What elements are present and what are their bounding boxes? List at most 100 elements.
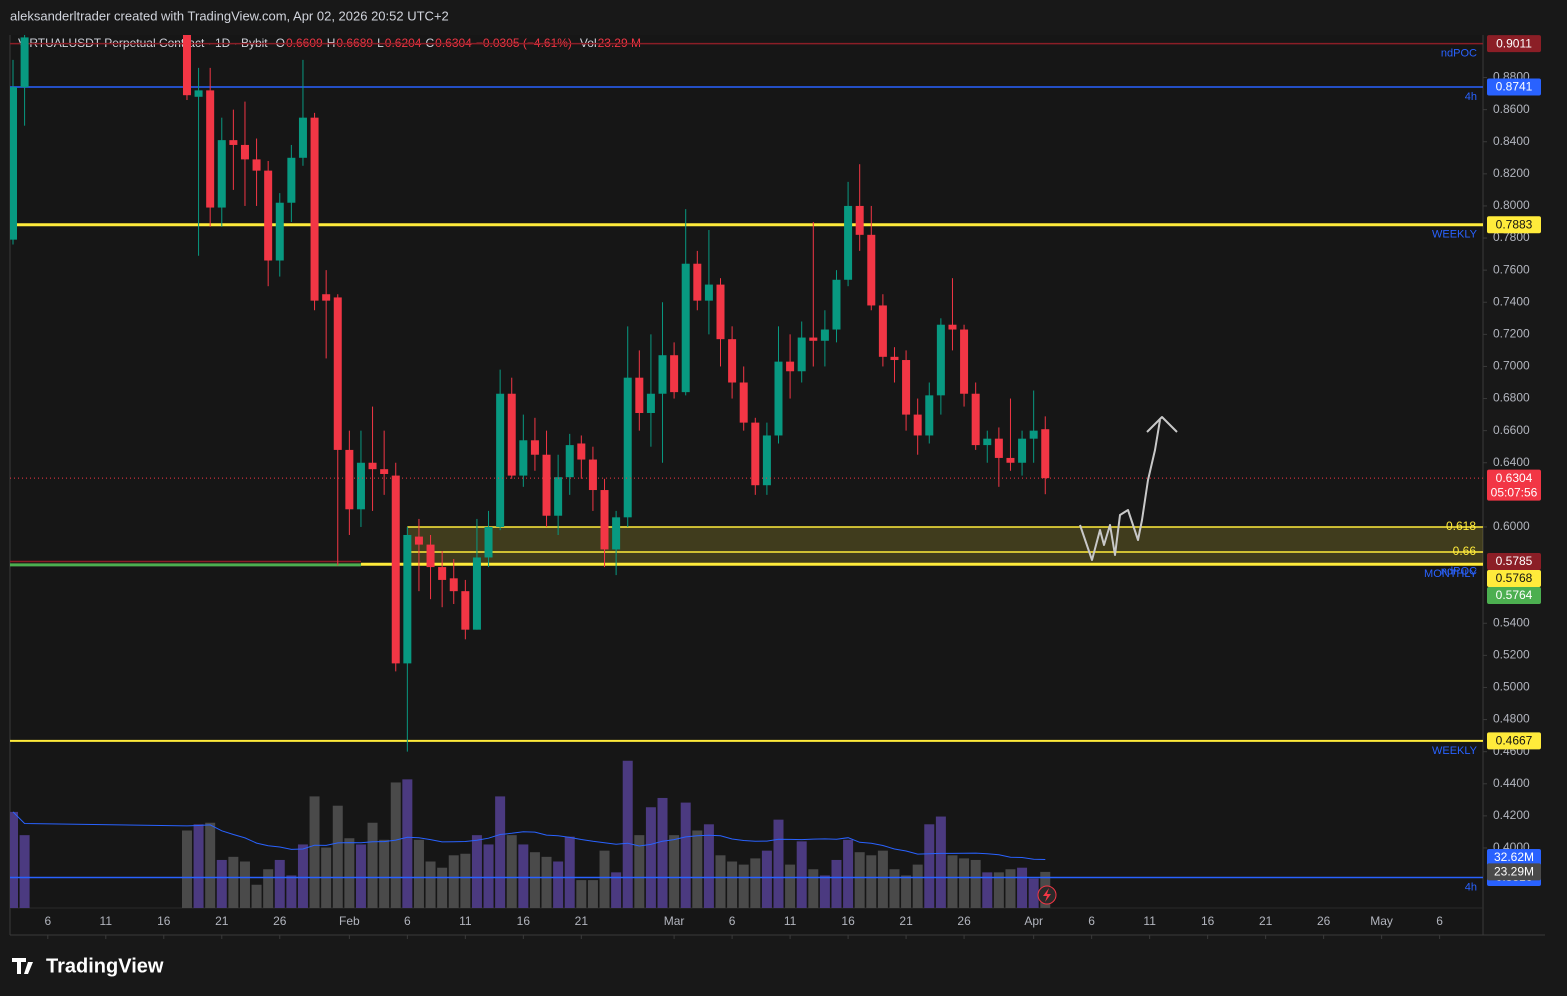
candle-body <box>867 234 876 306</box>
volume-bar <box>286 875 297 908</box>
y-tick-label: 0.5400 <box>1493 615 1530 629</box>
x-tick-label: 21 <box>899 914 913 928</box>
volume-bar <box>935 816 946 908</box>
candle-body <box>264 170 273 261</box>
candle-body <box>728 339 737 383</box>
candle-body <box>391 475 400 664</box>
volume-bar <box>425 861 436 908</box>
y-tick-label: 0.7400 <box>1493 294 1530 308</box>
candle-body <box>983 438 992 446</box>
volume-bar <box>1017 867 1028 908</box>
candle-body <box>472 557 481 630</box>
candle-body <box>414 536 423 545</box>
y-tick-label: 0.7200 <box>1493 327 1530 341</box>
candle-body <box>403 534 412 664</box>
candle-body <box>612 517 621 550</box>
candle-body <box>1041 429 1050 479</box>
volume-bar <box>1005 869 1016 908</box>
volume-bar <box>10 811 18 908</box>
volume-bar <box>599 850 610 908</box>
x-tick-label: Apr <box>1024 914 1043 928</box>
volume-bar <box>332 805 343 908</box>
candle-body <box>623 377 632 518</box>
candle-body <box>298 117 307 158</box>
y-tick-label: 0.8200 <box>1493 166 1530 180</box>
candle-body <box>588 459 597 491</box>
level-note: MONTHLY <box>1424 568 1478 580</box>
volume-bar <box>947 855 958 908</box>
candle-body <box>356 462 365 510</box>
volume-bar <box>761 850 772 908</box>
volume-bar <box>518 844 529 908</box>
volume-bar <box>669 835 680 908</box>
x-tick-label: 21 <box>215 914 229 928</box>
volume-ma <box>12 811 1046 860</box>
volume-bar <box>402 779 413 908</box>
price-tag <box>1487 216 1541 234</box>
volume-bar <box>634 835 645 908</box>
candle-body <box>994 438 1003 458</box>
volume-bar <box>471 835 482 908</box>
volume-bar <box>193 824 204 908</box>
candle-body <box>971 393 980 446</box>
price-tag-label: 0.7883 <box>1496 217 1533 231</box>
y-tick-label: 0.5200 <box>1493 648 1530 662</box>
candle-body <box>832 279 841 330</box>
candle-body <box>554 477 563 516</box>
volume-bar <box>274 859 285 908</box>
candle-body <box>530 440 539 455</box>
volume-bar <box>889 869 900 908</box>
volume-bar <box>819 875 830 908</box>
volume-bar <box>1028 878 1039 908</box>
volume-bar <box>506 835 517 908</box>
price-tag-label: 0.5768 <box>1496 571 1533 585</box>
y-tick-label: 0.6400 <box>1493 455 1530 469</box>
level-note: WEEKLY <box>1432 229 1478 241</box>
volume-bar <box>645 807 656 908</box>
candle-body <box>890 356 899 361</box>
volume-bar <box>622 760 633 908</box>
candle-body <box>670 355 679 393</box>
y-tick-label: 0.8400 <box>1493 134 1530 148</box>
volume-bar <box>390 782 401 908</box>
candle-body <box>565 445 574 478</box>
volume-bar <box>912 864 923 908</box>
plot <box>10 35 1483 908</box>
y-tick-label: 0.7600 <box>1493 262 1530 276</box>
candle-body <box>855 205 864 235</box>
fib-zone <box>407 526 1483 565</box>
price-tag-label: 0.5764 <box>1496 588 1533 602</box>
candle-body <box>252 159 261 171</box>
credit: aleksanderltrader created with TradingVi… <box>10 8 449 23</box>
candle-body <box>449 578 458 592</box>
candle-body <box>194 90 203 97</box>
candle-body <box>240 144 249 160</box>
volume-bar <box>367 822 378 908</box>
level-note: ndPOC <box>1441 48 1477 60</box>
y-tick-label: 0.8600 <box>1493 102 1530 116</box>
volume-bar <box>657 797 668 908</box>
volume-bar <box>703 824 714 908</box>
candle-body <box>461 591 470 630</box>
volume-bar <box>982 872 993 908</box>
y-tick-label: 0.6000 <box>1493 519 1530 533</box>
volume-bar <box>344 838 355 908</box>
volume-bar <box>993 872 1004 908</box>
candle-body <box>484 526 493 558</box>
level-note: ndPOC <box>1441 565 1477 577</box>
candle-body <box>507 393 516 476</box>
x-tick-label: 26 <box>957 914 971 928</box>
fib-label: 0.66 <box>1453 544 1477 558</box>
y-tick-label: 0.4400 <box>1493 776 1530 790</box>
candle-body <box>716 284 725 340</box>
candle-body <box>960 329 969 394</box>
candle-body <box>820 329 829 341</box>
alert-icon <box>1043 888 1051 902</box>
volume-bar <box>553 861 564 908</box>
x-tick-label: 21 <box>575 914 589 928</box>
volume-bar <box>924 824 935 908</box>
level-note: 4h <box>1465 881 1477 893</box>
volume-bar <box>738 864 749 908</box>
volume-bar <box>564 836 575 908</box>
